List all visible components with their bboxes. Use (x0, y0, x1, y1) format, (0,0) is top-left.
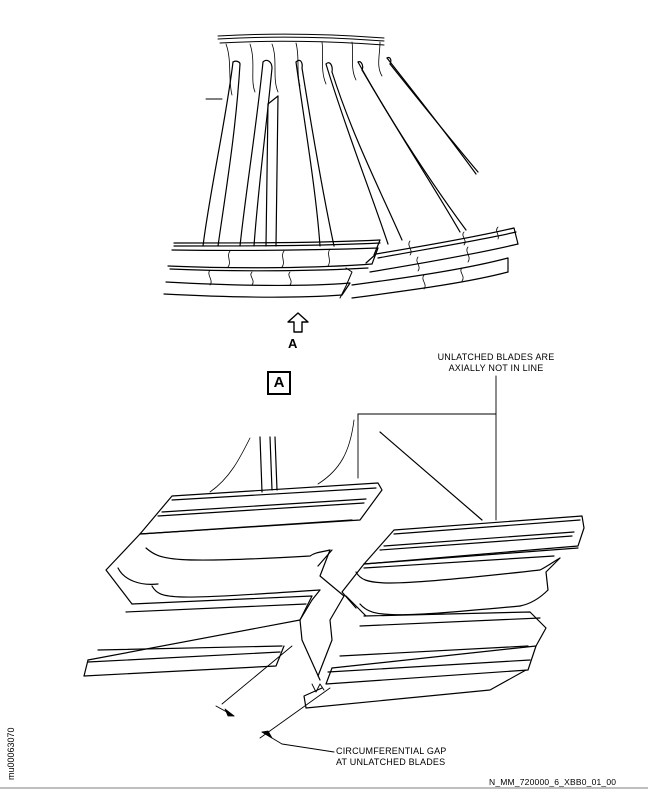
gap-arrow-lower (261, 730, 273, 739)
platform-band-left (167, 239, 381, 272)
side-code: mu00063070 (6, 727, 16, 780)
gap-dimension (215, 645, 335, 753)
detail-view-a (83, 375, 585, 753)
lower-rails (163, 226, 509, 299)
unlatched-note-line2: AXIALLY NOT IN LINE (448, 363, 544, 373)
gap-note-line2: AT UNLATCHED BLADES (336, 757, 446, 767)
right-platform-lower (303, 611, 547, 709)
blade-2 (239, 59, 273, 247)
blade-1 (202, 60, 241, 247)
gap-arrow-upper (224, 708, 235, 717)
view-arrow (287, 312, 309, 333)
gap-note-line1: CIRCUMFERENTIAL GAP (336, 746, 447, 756)
figure-reference: N_MM_720000_6_XBB0_01_00 (489, 777, 617, 787)
gap-edges (299, 549, 345, 681)
blade-6 (357, 61, 467, 233)
blade-3 (265, 95, 279, 247)
unlatched-leader[interactable] (357, 375, 497, 521)
unlatched-note-line1: UNLATCHED BLADES ARE (437, 352, 555, 362)
detail-blade-stubs (209, 413, 483, 521)
blade-7 (386, 56, 479, 175)
platform-band-right (365, 227, 519, 273)
root-platforms (225, 41, 383, 96)
view-a-box-label: A (267, 371, 291, 395)
blade-4 (295, 59, 335, 247)
blade-5 (325, 62, 403, 245)
right-platform (341, 515, 585, 617)
left-platform-lower (83, 595, 313, 677)
upper-blade-assembly (163, 33, 519, 299)
view-arrow-label: A (288, 336, 298, 351)
left-platform (105, 482, 383, 605)
hub-arc (205, 33, 385, 100)
